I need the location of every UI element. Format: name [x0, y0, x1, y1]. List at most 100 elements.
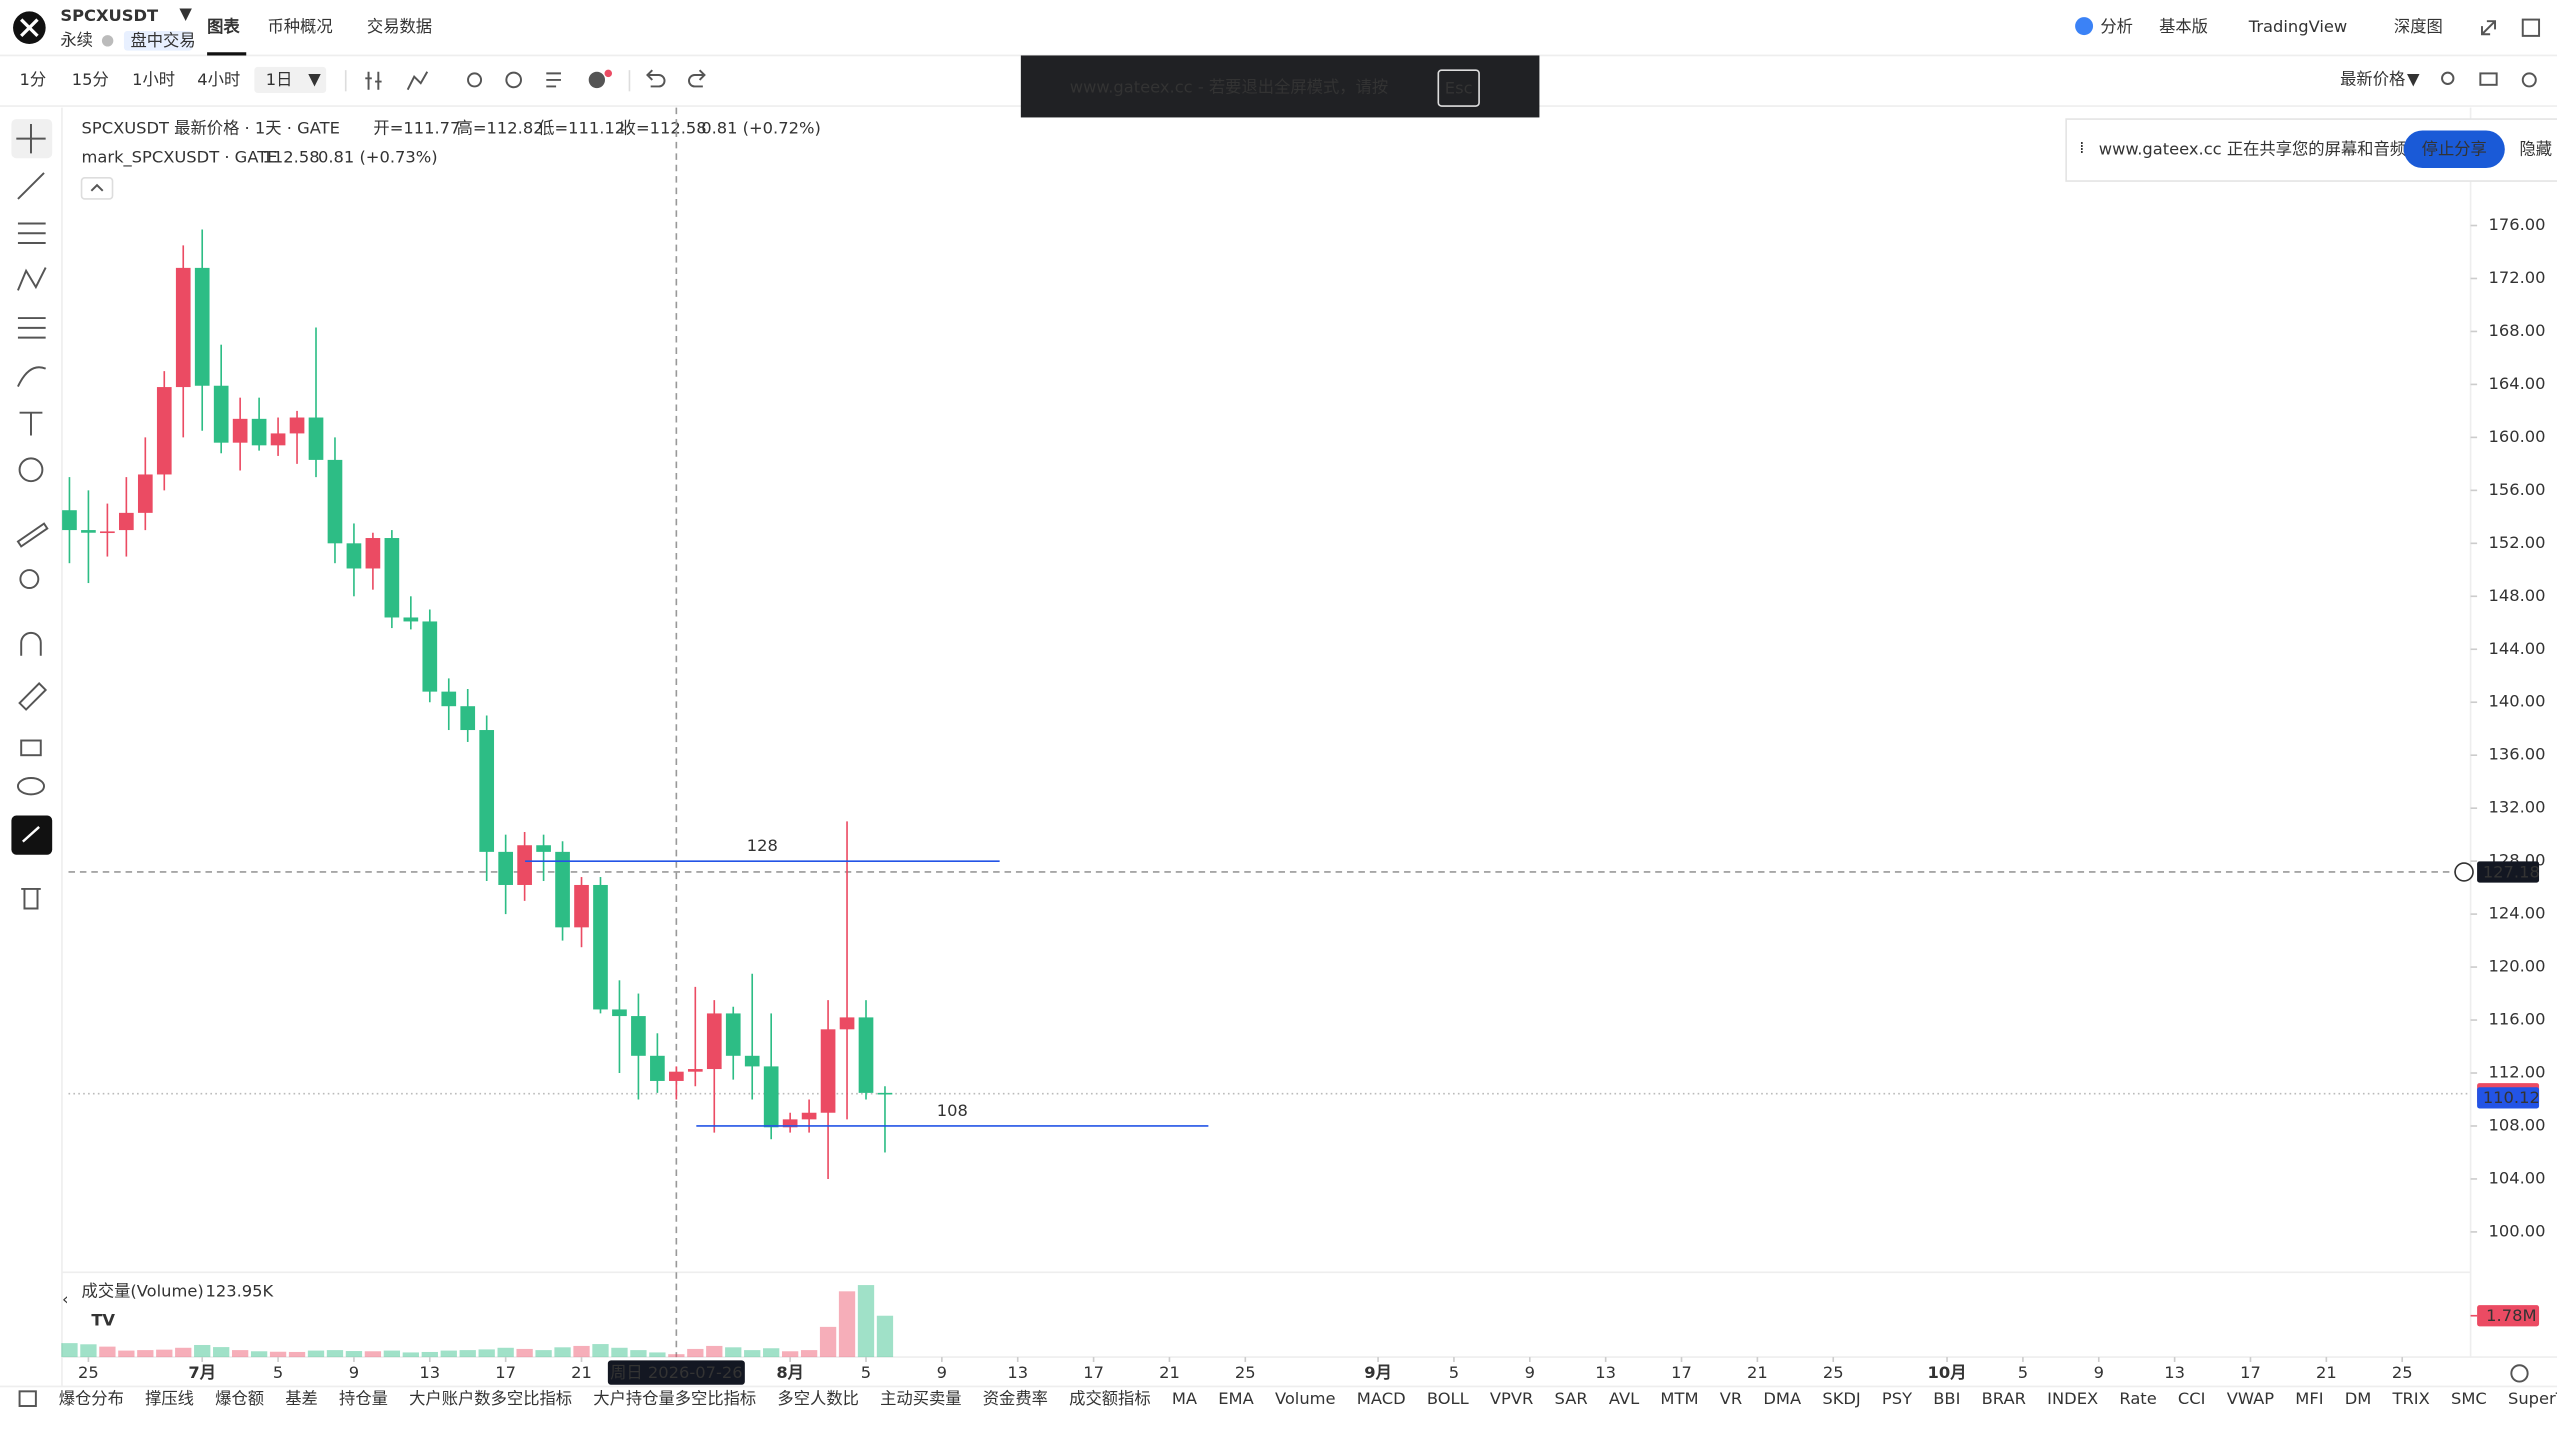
- crosshair-tool[interactable]: [16, 123, 46, 154]
- indicator-tab[interactable]: 成交额指标: [1069, 1389, 1150, 1408]
- fullscreen-icon[interactable]: [2521, 18, 2541, 37]
- template-icon[interactable]: [546, 72, 561, 88]
- visibility-tool[interactable]: [16, 777, 46, 796]
- replay-icon[interactable]: [505, 71, 522, 89]
- price-type[interactable]: 最新价格: [2340, 69, 2405, 88]
- indicator-tab[interactable]: VWAP: [2227, 1389, 2275, 1408]
- indicator-tab[interactable]: BBI: [1933, 1389, 1960, 1408]
- indicator-tab[interactable]: SKDJ: [1822, 1389, 1860, 1408]
- indicator-tab[interactable]: 大户持仓量多空比指标: [593, 1389, 756, 1408]
- indicator-tab[interactable]: SMC: [2451, 1389, 2487, 1408]
- indicator-tab[interactable]: 基差: [285, 1389, 318, 1408]
- undo-icon[interactable]: [646, 69, 666, 88]
- interval-caret[interactable]: ▼: [308, 69, 321, 88]
- symbol[interactable]: SPCXUSDT: [60, 6, 159, 25]
- candle-body: [194, 267, 210, 386]
- nav-tab[interactable]: 交易数据: [367, 17, 432, 36]
- nav-tab[interactable]: 币种概况: [267, 17, 332, 36]
- indicator-tab[interactable]: Volume: [1275, 1389, 1336, 1408]
- indicator-tab[interactable]: DMA: [1763, 1389, 1802, 1408]
- indicator-tab[interactable]: MFI: [2295, 1389, 2323, 1408]
- magnet-tool[interactable]: [20, 631, 42, 656]
- indicator-tab[interactable]: 撑压线: [145, 1389, 194, 1408]
- crosshair-add[interactable]: [2454, 862, 2474, 882]
- symbol-caret[interactable]: ▼: [179, 4, 192, 23]
- add-icon[interactable]: [588, 71, 606, 89]
- redo-icon[interactable]: [688, 69, 706, 88]
- settings-icon[interactable]: [2521, 72, 2537, 88]
- indicator-tab[interactable]: DM: [2345, 1389, 2372, 1408]
- indicator-tab[interactable]: BOLL: [1427, 1389, 1469, 1408]
- camera-icon[interactable]: [2479, 72, 2498, 86]
- volume-collapse[interactable]: ‹: [62, 1289, 69, 1308]
- volume-bar: [554, 1347, 571, 1358]
- stop-share-button[interactable]: [2403, 130, 2505, 169]
- candle-body: [536, 845, 551, 852]
- indicator-tab[interactable]: Rate: [2119, 1389, 2156, 1408]
- volume-bar: [194, 1344, 211, 1358]
- esc-key: Esc: [1445, 78, 1473, 97]
- interval[interactable]: 15分: [72, 70, 109, 89]
- interval[interactable]: 1小时: [132, 70, 175, 89]
- indicator-tab[interactable]: 资金费率: [983, 1389, 1048, 1408]
- trendline-tool[interactable]: [17, 172, 45, 200]
- indicator-tab[interactable]: 爆仓分布: [59, 1389, 124, 1408]
- lock-tool[interactable]: [20, 739, 42, 757]
- interval[interactable]: 4小时: [197, 70, 240, 89]
- indicator-tab[interactable]: BRAR: [1982, 1389, 2026, 1408]
- indicator-tab[interactable]: PSY: [1882, 1389, 1912, 1408]
- top-link[interactable]: 分析: [2100, 17, 2133, 36]
- top-link[interactable]: TradingView: [2248, 17, 2347, 36]
- indicator-tab[interactable]: MACD: [1357, 1389, 1406, 1408]
- indicator-tab[interactable]: 多空人数比: [777, 1389, 858, 1408]
- indicator-tab[interactable]: INDEX: [2047, 1389, 2098, 1408]
- badge-bg: [123, 30, 193, 51]
- indicator-tab[interactable]: SAR: [1555, 1389, 1588, 1408]
- lock-draw-tool[interactable]: [18, 682, 48, 711]
- projection-tool[interactable]: [17, 317, 46, 339]
- x-tick-label: 21: [571, 1363, 592, 1382]
- expand-icon[interactable]: [2481, 20, 2497, 36]
- indicator-tab[interactable]: 爆仓额: [215, 1389, 264, 1408]
- indicator-tab[interactable]: EMA: [1218, 1389, 1254, 1408]
- drag-handle[interactable]: ⁞: [2079, 138, 2084, 157]
- indicator-tab[interactable]: TRIX: [2392, 1389, 2430, 1408]
- indicator-tab[interactable]: VR: [1720, 1389, 1742, 1408]
- search-icon[interactable]: [2441, 71, 2455, 85]
- interval[interactable]: 1日: [266, 70, 293, 89]
- chart-type-icon[interactable]: [365, 71, 382, 90]
- indicator-tab[interactable]: SuperTrendPro: [2508, 1389, 2557, 1408]
- indicator-icon[interactable]: [406, 71, 429, 91]
- indicator-tab[interactable]: MTM: [1660, 1389, 1698, 1408]
- calendar-icon[interactable]: [18, 1390, 37, 1407]
- top-link[interactable]: 深度图: [2394, 17, 2443, 36]
- collapse-button[interactable]: [80, 176, 114, 200]
- brush-tool[interactable]: [17, 366, 47, 387]
- volume-bar: [345, 1351, 363, 1358]
- indicator-tab[interactable]: CCI: [2178, 1389, 2206, 1408]
- text-tool[interactable]: [19, 411, 43, 436]
- nav-tab[interactable]: 图表: [207, 17, 240, 36]
- axis-settings-icon[interactable]: [2510, 1364, 2529, 1383]
- indicator-tab[interactable]: 大户账户数多空比指标: [409, 1389, 572, 1408]
- top-link[interactable]: 基本版: [2159, 17, 2208, 36]
- zoom-tool[interactable]: [19, 569, 40, 589]
- indicator-tab[interactable]: AVL: [1609, 1389, 1639, 1408]
- indicator-tab[interactable]: 主动买卖量: [880, 1389, 961, 1408]
- y-tick-label: 108.00: [2489, 1115, 2546, 1134]
- legend-symbol: SPCXUSDT 最新价格 · 1天 · GATE: [82, 118, 340, 137]
- indicator-tab[interactable]: 持仓量: [339, 1389, 388, 1408]
- emoji-tool[interactable]: [18, 457, 44, 483]
- hide-share[interactable]: 隐藏: [2519, 140, 2552, 159]
- pattern-tool[interactable]: [17, 267, 47, 291]
- ruler-tool[interactable]: [16, 522, 49, 548]
- interval[interactable]: 1分: [20, 70, 47, 89]
- price-type-caret[interactable]: ▼: [2407, 69, 2420, 88]
- alert-icon[interactable]: [467, 72, 483, 88]
- indicator-tab[interactable]: MA: [1172, 1389, 1198, 1408]
- delete-tool[interactable]: [21, 887, 41, 910]
- fib-tool[interactable]: [17, 222, 46, 245]
- indicator-tab[interactable]: VPVR: [1490, 1389, 1533, 1408]
- info-icon[interactable]: [101, 35, 114, 47]
- x-tick-label: 13: [1007, 1363, 1028, 1382]
